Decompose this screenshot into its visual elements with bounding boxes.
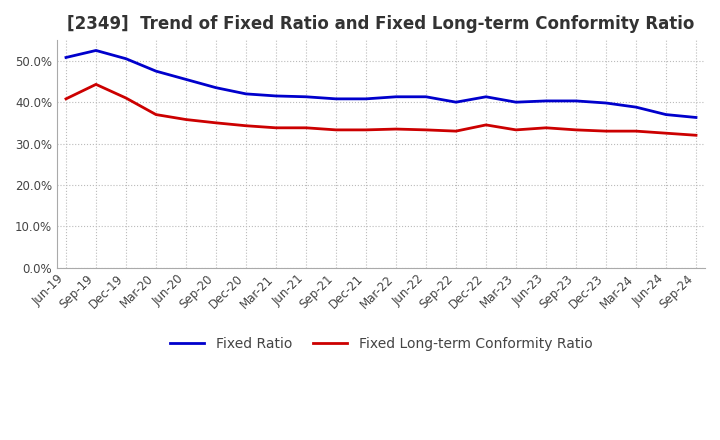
Fixed Long-term Conformity Ratio <box>181 117 190 122</box>
Fixed Long-term Conformity Ratio <box>91 82 100 87</box>
Fixed Ratio <box>242 91 251 96</box>
Fixed Ratio <box>451 99 460 105</box>
Fixed Long-term Conformity Ratio <box>392 126 400 132</box>
Title: [2349]  Trend of Fixed Ratio and Fixed Long-term Conformity Ratio: [2349] Trend of Fixed Ratio and Fixed Lo… <box>67 15 695 33</box>
Fixed Ratio <box>332 96 341 102</box>
Fixed Long-term Conformity Ratio <box>451 128 460 134</box>
Fixed Long-term Conformity Ratio <box>631 128 640 134</box>
Fixed Long-term Conformity Ratio <box>602 128 611 134</box>
Fixed Long-term Conformity Ratio <box>152 112 161 117</box>
Fixed Long-term Conformity Ratio <box>482 122 490 128</box>
Fixed Long-term Conformity Ratio <box>242 123 251 128</box>
Fixed Ratio <box>212 85 220 90</box>
Fixed Ratio <box>91 48 100 53</box>
Fixed Ratio <box>482 94 490 99</box>
Fixed Long-term Conformity Ratio <box>541 125 550 130</box>
Fixed Ratio <box>602 100 611 106</box>
Fixed Ratio <box>662 112 670 117</box>
Fixed Ratio <box>181 77 190 82</box>
Fixed Long-term Conformity Ratio <box>62 96 71 102</box>
Fixed Long-term Conformity Ratio <box>271 125 280 130</box>
Fixed Ratio <box>692 115 701 120</box>
Line: Fixed Long-term Conformity Ratio: Fixed Long-term Conformity Ratio <box>66 84 696 135</box>
Fixed Long-term Conformity Ratio <box>692 132 701 138</box>
Legend: Fixed Ratio, Fixed Long-term Conformity Ratio: Fixed Ratio, Fixed Long-term Conformity … <box>164 331 598 356</box>
Fixed Long-term Conformity Ratio <box>361 127 370 132</box>
Fixed Ratio <box>152 69 161 74</box>
Fixed Long-term Conformity Ratio <box>212 120 220 125</box>
Fixed Ratio <box>541 98 550 103</box>
Fixed Ratio <box>122 56 130 61</box>
Fixed Ratio <box>62 55 71 60</box>
Fixed Long-term Conformity Ratio <box>332 127 341 132</box>
Fixed Long-term Conformity Ratio <box>302 125 310 130</box>
Fixed Ratio <box>572 98 580 103</box>
Fixed Long-term Conformity Ratio <box>422 127 431 132</box>
Fixed Ratio <box>422 94 431 99</box>
Fixed Ratio <box>361 96 370 102</box>
Fixed Long-term Conformity Ratio <box>662 131 670 136</box>
Fixed Ratio <box>631 104 640 110</box>
Fixed Long-term Conformity Ratio <box>572 127 580 132</box>
Fixed Ratio <box>271 93 280 99</box>
Line: Fixed Ratio: Fixed Ratio <box>66 51 696 117</box>
Fixed Ratio <box>512 99 521 105</box>
Fixed Ratio <box>392 94 400 99</box>
Fixed Ratio <box>302 94 310 99</box>
Fixed Long-term Conformity Ratio <box>122 95 130 101</box>
Fixed Long-term Conformity Ratio <box>512 127 521 132</box>
